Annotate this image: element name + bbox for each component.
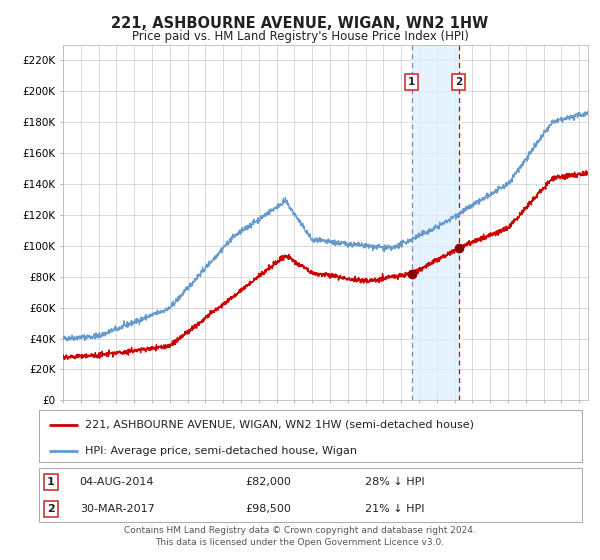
Text: This data is licensed under the Open Government Licence v3.0.: This data is licensed under the Open Gov… <box>155 538 445 547</box>
Text: 1: 1 <box>408 77 415 87</box>
Text: 221, ASHBOURNE AVENUE, WIGAN, WN2 1HW: 221, ASHBOURNE AVENUE, WIGAN, WN2 1HW <box>112 16 488 31</box>
Text: 28% ↓ HPI: 28% ↓ HPI <box>365 477 424 487</box>
Text: £98,500: £98,500 <box>245 504 291 514</box>
Text: 2: 2 <box>455 77 463 87</box>
Text: £82,000: £82,000 <box>245 477 291 487</box>
Text: 21% ↓ HPI: 21% ↓ HPI <box>365 504 424 514</box>
Text: 04-AUG-2014: 04-AUG-2014 <box>80 477 154 487</box>
Text: 30-MAR-2017: 30-MAR-2017 <box>80 504 154 514</box>
Bar <box>412 45 459 400</box>
Text: Contains HM Land Registry data © Crown copyright and database right 2024.: Contains HM Land Registry data © Crown c… <box>124 526 476 535</box>
Text: 2: 2 <box>47 504 55 514</box>
Text: 1: 1 <box>47 477 55 487</box>
Text: Price paid vs. HM Land Registry's House Price Index (HPI): Price paid vs. HM Land Registry's House … <box>131 30 469 43</box>
Text: 221, ASHBOURNE AVENUE, WIGAN, WN2 1HW (semi-detached house): 221, ASHBOURNE AVENUE, WIGAN, WN2 1HW (s… <box>85 419 474 430</box>
Text: HPI: Average price, semi-detached house, Wigan: HPI: Average price, semi-detached house,… <box>85 446 357 455</box>
